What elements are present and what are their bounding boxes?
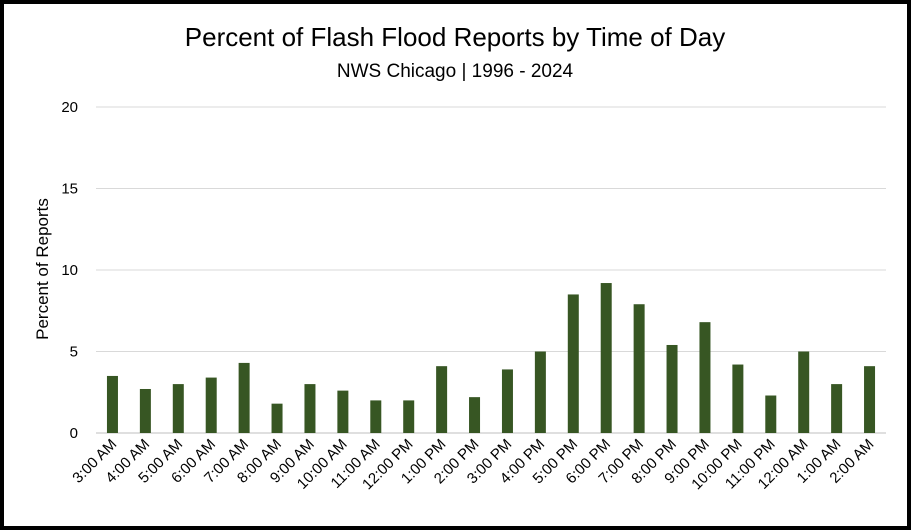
y-tick-label: 0 xyxy=(70,425,78,442)
y-tick-label: 15 xyxy=(61,181,78,198)
bar xyxy=(732,364,744,433)
bar xyxy=(567,294,579,433)
bar xyxy=(666,344,678,433)
chart-subtitle: NWS Chicago | 1996 - 2024 xyxy=(337,61,574,82)
bar xyxy=(205,377,217,433)
bar xyxy=(600,283,612,433)
bar xyxy=(864,366,876,433)
bar xyxy=(337,390,349,433)
bar xyxy=(304,384,316,433)
bar xyxy=(370,400,382,433)
bar xyxy=(798,351,810,433)
bar xyxy=(469,397,481,433)
chart-title: Percent of Flash Flood Reports by Time o… xyxy=(185,22,725,52)
y-axis-label: Percent of Reports xyxy=(33,198,52,340)
bar xyxy=(271,403,283,433)
y-tick-label: 10 xyxy=(61,262,78,279)
bar xyxy=(106,375,118,433)
bar xyxy=(765,395,777,433)
bar xyxy=(172,384,184,433)
bar xyxy=(534,351,546,433)
y-tick-label: 5 xyxy=(70,344,78,361)
bar xyxy=(403,400,415,433)
bar xyxy=(501,369,513,433)
bar xyxy=(436,366,448,433)
bar xyxy=(633,304,645,433)
bar xyxy=(139,388,151,433)
y-tick-label: 20 xyxy=(61,99,78,116)
bar xyxy=(831,384,843,433)
bar xyxy=(699,322,711,433)
flash-flood-chart: Percent of Flash Flood Reports by Time o… xyxy=(33,22,886,493)
bar xyxy=(238,362,250,433)
